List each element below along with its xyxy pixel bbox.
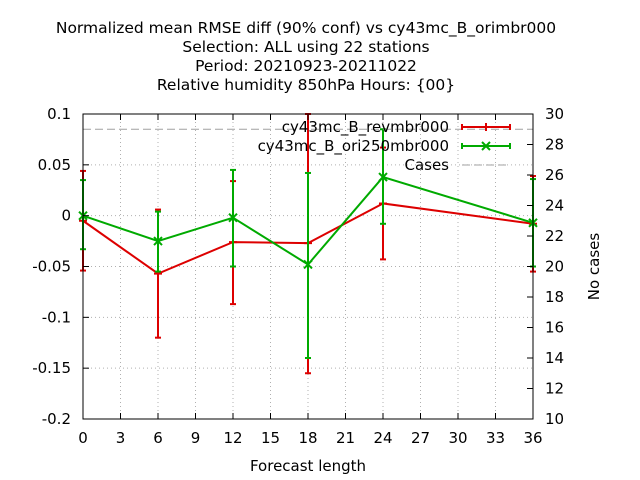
axis-ticks: 0 3 6 9 12 15 18 21 24 27 30 33 360.10.050-0.05-0.1-… <box>32 105 564 447</box>
data-point <box>303 259 313 270</box>
data-point <box>228 212 238 223</box>
y-tick-label: -0.15 <box>32 359 71 377</box>
data-point <box>378 172 388 182</box>
y-tick-label: -0.2 <box>42 410 71 428</box>
title-line: Normalized mean RMSE diff (90% conf) vs … <box>56 19 556 38</box>
y2-tick-label: 18 <box>545 288 564 306</box>
x-tick-label: 0 <box>78 429 88 447</box>
y2-tick-label: 14 <box>545 349 564 367</box>
y2-tick-label: 10 <box>545 410 564 428</box>
y2-tick-label: 30 <box>545 105 564 123</box>
x-tick-label: 33 <box>486 429 505 447</box>
title-line: Relative humidity 850hPa Hours: {00} <box>157 76 455 94</box>
y2-axis-label: No cases <box>585 233 603 301</box>
series-line <box>82 175 534 266</box>
x-tick-label: 30 <box>448 429 467 447</box>
y-tick-label: 0.1 <box>47 105 71 123</box>
x-tick-label: 24 <box>373 429 392 447</box>
x-tick-label: 3 <box>116 429 126 447</box>
legend-label: Cases <box>404 156 449 174</box>
legend-label: cy43mc_B_ori250mbr000 <box>258 137 449 156</box>
chart-title: Normalized mean RMSE diff (90% conf) vs … <box>56 19 556 94</box>
x-tick-label: 15 <box>261 429 280 447</box>
legend-label: cy43mc_B_revmbr000 <box>282 118 449 137</box>
x-tick-label: 18 <box>298 429 317 447</box>
y2-tick-label: 12 <box>545 380 564 398</box>
x-tick-label: 27 <box>411 429 430 447</box>
x-tick-label: 36 <box>523 429 542 447</box>
x-axis-label: Forecast length <box>250 457 366 475</box>
y2-tick-label: 28 <box>545 136 564 154</box>
legend-marker <box>482 123 490 131</box>
y2-tick-label: 20 <box>545 258 564 276</box>
y-tick-label: 0.05 <box>38 156 71 174</box>
x-tick-label: 6 <box>153 429 163 447</box>
y-tick-label: -0.1 <box>42 308 71 326</box>
legend-marker <box>481 141 491 151</box>
x-tick-label: 9 <box>191 429 201 447</box>
y2-tick-label: 24 <box>545 197 564 215</box>
y2-tick-label: 26 <box>545 166 564 184</box>
y-tick-label: -0.05 <box>32 258 71 276</box>
legend: cy43mc_B_revmbr000cy43mc_B_ori250mbr000C… <box>258 118 511 174</box>
data-point <box>153 236 163 246</box>
y-tick-label: 0 <box>61 207 71 225</box>
x-tick-label: 21 <box>336 429 355 447</box>
title-line: Period: 20210923-20211022 <box>195 57 417 75</box>
y2-tick-label: 16 <box>545 319 564 337</box>
series-line <box>82 202 534 275</box>
y2-tick-label: 22 <box>545 227 564 245</box>
x-tick-label: 12 <box>223 429 242 447</box>
title-line: Selection: ALL using 22 stations <box>182 38 429 56</box>
